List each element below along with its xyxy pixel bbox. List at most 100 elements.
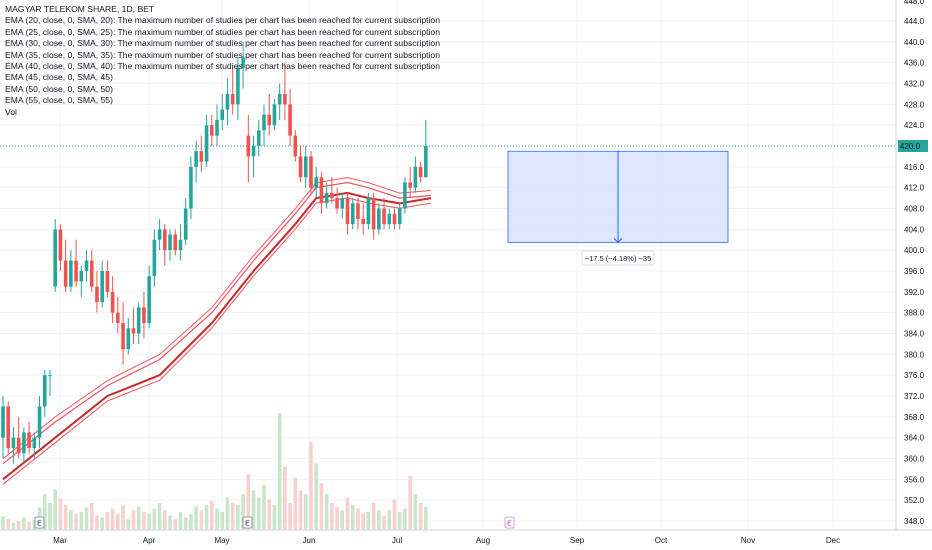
event-marker[interactable]	[242, 516, 253, 529]
candle-body[interactable]	[48, 375, 52, 377]
study-ema-50[interactable]: EMA (50, close, 0, SMA, 50)	[5, 83, 113, 94]
candle-body[interactable]	[397, 208, 402, 225]
candle-body[interactable]	[69, 260, 73, 287]
candle-body[interactable]	[16, 437, 21, 454]
candle-body[interactable]	[288, 104, 292, 136]
candle-body[interactable]	[210, 125, 214, 136]
candle-body[interactable]	[377, 208, 381, 230]
candle-body[interactable]	[303, 156, 308, 178]
candle-body[interactable]	[382, 208, 386, 225]
candle-body[interactable]	[230, 93, 235, 105]
candle-body[interactable]	[204, 125, 209, 162]
candle-body[interactable]	[366, 198, 371, 225]
candle-body[interactable]	[350, 203, 355, 225]
candle-body[interactable]	[340, 198, 345, 209]
candlesticks[interactable]	[1, 41, 428, 464]
candle-body[interactable]	[392, 213, 397, 225]
candle-body[interactable]	[183, 208, 188, 240]
candle-body[interactable]	[32, 437, 37, 449]
candle-body[interactable]	[121, 323, 125, 350]
candle-body[interactable]	[272, 104, 277, 126]
candle-body[interactable]	[293, 135, 298, 157]
candle-body[interactable]	[220, 109, 225, 120]
candle-body[interactable]	[1, 406, 5, 438]
candle-body[interactable]	[194, 151, 198, 167]
study-volume[interactable]: Vol	[5, 106, 17, 117]
candle-body[interactable]	[37, 406, 42, 438]
candle-body[interactable]	[152, 239, 157, 277]
price-axis[interactable]: 348.0 352.0 356.0 360.0 364.0 368.0 372.0 376.0…	[895, 0, 928, 530]
event-marker[interactable]	[34, 516, 45, 529]
candle-body[interactable]	[246, 135, 251, 157]
candle-body[interactable]	[335, 198, 339, 209]
study-ema-30[interactable]: EMA (30, close, 0, SMA, 30): The maximum…	[5, 38, 440, 49]
candle-body[interactable]	[236, 67, 240, 105]
study-ema-20[interactable]: EMA (20, close, 0, SMA, 20): The maximum…	[5, 15, 440, 26]
candle-body[interactable]	[95, 286, 99, 303]
candle-body[interactable]	[74, 260, 78, 282]
study-ema-40[interactable]: EMA (40, close, 0, SMA, 40): The maximum…	[5, 61, 440, 72]
study-ema-45[interactable]: EMA (45, close, 0, SMA, 45)	[5, 72, 113, 83]
candle-body[interactable]	[163, 229, 167, 251]
candle-body[interactable]	[361, 218, 365, 225]
study-ema-25[interactable]: EMA (25, close, 0, SMA, 25): The maximum…	[5, 26, 440, 37]
candle-body[interactable]	[267, 114, 272, 126]
measure-tool[interactable]: −17.5 (−4.18%) −35	[507, 150, 729, 266]
candle-body[interactable]	[309, 156, 313, 188]
candle-body[interactable]	[79, 271, 84, 282]
candle-body[interactable]	[147, 276, 151, 324]
candle-body[interactable]	[100, 271, 104, 303]
last-price-tag[interactable]	[898, 140, 928, 152]
candle-body[interactable]	[11, 437, 16, 449]
candle-body[interactable]	[168, 234, 172, 251]
candle-body[interactable]	[173, 234, 178, 251]
candle-body[interactable]	[42, 375, 47, 407]
candle-body[interactable]	[356, 203, 360, 219]
candle-body[interactable]	[330, 192, 334, 199]
candle-body[interactable]	[418, 166, 423, 178]
candle-body[interactable]	[403, 182, 407, 209]
candle-body[interactable]	[110, 291, 115, 313]
candle-body[interactable]	[314, 177, 318, 188]
candle-body[interactable]	[89, 260, 94, 287]
candle-body[interactable]	[387, 213, 392, 225]
candle-body[interactable]	[277, 93, 282, 105]
candle-body[interactable]	[131, 328, 136, 334]
candle-body[interactable]	[225, 93, 230, 110]
study-ema-35[interactable]: EMA (35, close, 0, SMA, 35): The maximum…	[5, 49, 440, 60]
candle-body[interactable]	[53, 229, 57, 287]
candle-body[interactable]	[27, 432, 31, 449]
measure-label-box[interactable]	[581, 250, 655, 266]
study-ema-55[interactable]: EMA (55, close, 0, SMA, 55)	[5, 95, 113, 106]
candle-body[interactable]	[256, 130, 261, 146]
candle-body[interactable]	[105, 271, 110, 292]
candle-body[interactable]	[262, 114, 266, 131]
candle-body[interactable]	[298, 156, 303, 178]
candle-body[interactable]	[157, 229, 162, 240]
time-axis[interactable]: Mar Apr May Jun Jul Aug Sep Oct Nov Dec	[0, 529, 932, 545]
candle-body[interactable]	[413, 166, 418, 188]
candle-body[interactable]	[178, 239, 183, 251]
candle-body[interactable]	[189, 166, 193, 209]
candle-body[interactable]	[345, 198, 350, 225]
candle-body[interactable]	[126, 328, 131, 350]
candle-body[interactable]	[63, 260, 68, 287]
candle-body[interactable]	[58, 229, 63, 261]
candle-body[interactable]	[283, 93, 287, 105]
candle-body[interactable]	[241, 57, 245, 68]
candle-body[interactable]	[84, 260, 89, 271]
candle-body[interactable]	[408, 182, 412, 188]
candle-body[interactable]	[6, 406, 11, 449]
candle-body[interactable]	[136, 307, 141, 334]
candle-body[interactable]	[424, 146, 428, 178]
candle-body[interactable]	[116, 312, 120, 324]
candle-body[interactable]	[324, 192, 329, 204]
candle-body[interactable]	[22, 432, 26, 454]
candle-body[interactable]	[371, 198, 376, 230]
candle-body[interactable]	[251, 146, 256, 157]
candle-body[interactable]	[199, 151, 204, 162]
candle-body[interactable]	[215, 119, 219, 136]
candle-body[interactable]	[142, 307, 146, 324]
